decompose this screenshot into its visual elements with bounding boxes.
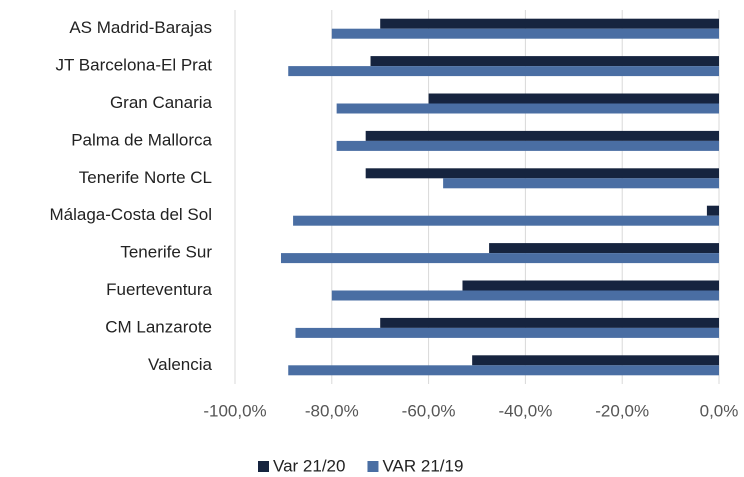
bar [380, 317, 719, 328]
x-tick-label: -80,0% [305, 401, 359, 420]
y-tick-label: Tenerife Norte CL [79, 168, 212, 187]
bar [380, 18, 719, 29]
bar [706, 205, 719, 216]
bar [336, 103, 719, 114]
x-tick-label: 0,0% [700, 401, 739, 420]
bar [295, 327, 719, 338]
bar [293, 215, 719, 226]
legend-swatch [258, 461, 269, 472]
x-tick-label: -100,0% [203, 401, 266, 420]
bar [280, 253, 719, 264]
y-tick-label: AS Madrid-Barajas [69, 18, 212, 37]
x-tick-label: -40,0% [498, 401, 552, 420]
x-tick-label: -20,0% [595, 401, 649, 420]
y-tick-label: CM Lanzarote [105, 317, 212, 336]
y-tick-label: Tenerife Sur [120, 243, 212, 262]
bar [288, 66, 719, 77]
bar [331, 28, 719, 39]
y-tick-label: Fuerteventura [106, 280, 212, 299]
bar [288, 365, 719, 376]
y-tick-label: Gran Canaria [110, 93, 213, 112]
y-tick-label: Palma de Mallorca [71, 130, 212, 149]
legend-label: VAR 21/19 [382, 456, 463, 475]
y-tick-label: Valencia [148, 355, 212, 374]
bar [365, 168, 719, 179]
bar [428, 93, 719, 104]
bar [370, 56, 719, 67]
y-tick-label: JT Barcelona-El Prat [55, 56, 212, 75]
bar [331, 290, 719, 301]
bar [443, 178, 719, 189]
y-tick-label: Málaga-Costa del Sol [49, 205, 212, 224]
legend-label: Var 21/20 [273, 456, 345, 475]
legend-swatch [367, 461, 379, 472]
bar [365, 130, 719, 141]
bar [489, 243, 719, 254]
bar [462, 280, 719, 291]
bar [336, 140, 719, 151]
bar [472, 355, 719, 366]
x-tick-label: -60,0% [402, 401, 456, 420]
